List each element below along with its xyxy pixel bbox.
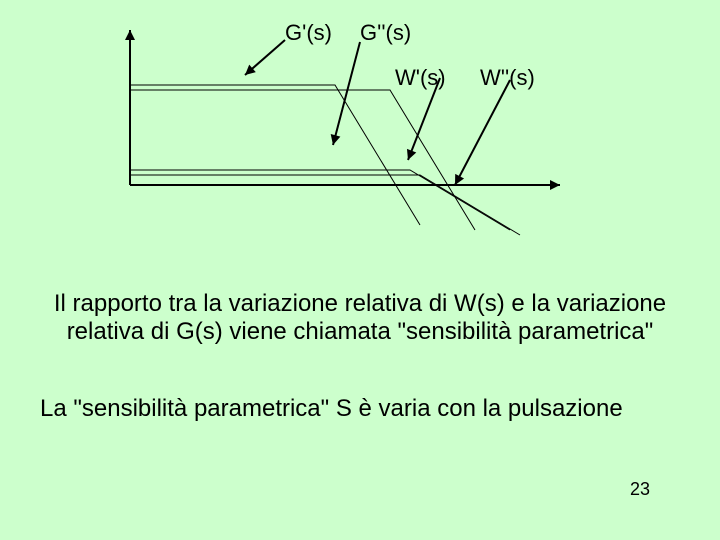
- label-g-double-prime: G''(s): [360, 20, 411, 46]
- bode-diagram: [90, 30, 570, 240]
- label-arrows: [245, 40, 510, 185]
- curves: [130, 85, 520, 235]
- body-text-2: La "sensibilità parametrica" S è varia c…: [40, 395, 680, 423]
- diagram-svg: [90, 30, 570, 240]
- label-g-prime: G'(s): [285, 20, 332, 46]
- label-w-double-prime: W''(s): [480, 65, 535, 91]
- page-number: 23: [630, 479, 650, 500]
- label-w-prime: W'(s): [395, 65, 446, 91]
- body-text-1: Il rapporto tra la variazione relativa d…: [40, 290, 680, 346]
